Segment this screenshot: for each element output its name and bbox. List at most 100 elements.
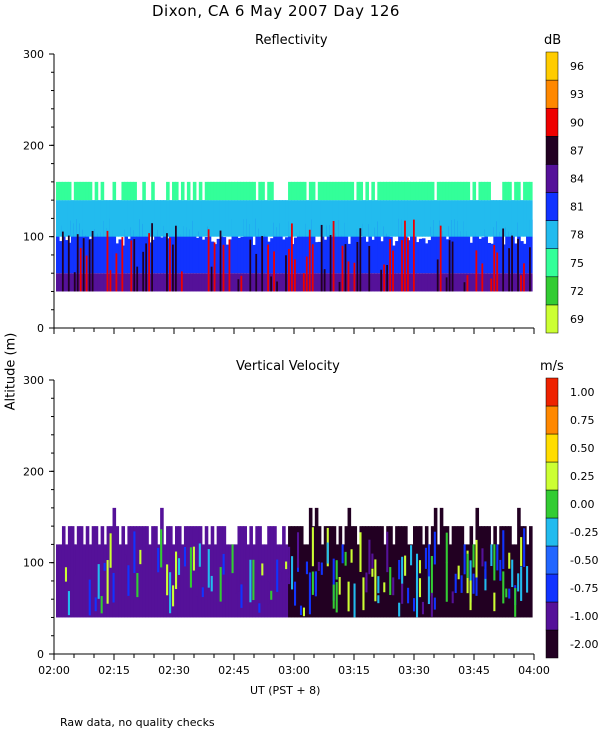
reflectivity-cell xyxy=(296,232,301,274)
y-tick-label: 300 xyxy=(23,374,44,387)
velocity-cell xyxy=(225,544,230,618)
reflectivity-cell xyxy=(166,233,168,292)
velocity-cell xyxy=(148,544,152,618)
reflectivity-cell xyxy=(124,273,128,292)
reflectivity-cell xyxy=(356,200,361,237)
reflectivity-cell xyxy=(439,273,444,292)
reflectivity-cell xyxy=(294,273,298,292)
reflectivity-cell xyxy=(427,200,432,237)
reflectivity-cell xyxy=(350,273,355,292)
velocity-cell xyxy=(499,559,502,581)
reflectivity-cell xyxy=(172,233,176,274)
reflectivity-cell xyxy=(160,237,164,274)
reflectivity-cell xyxy=(410,181,414,201)
velocity-cell xyxy=(231,544,236,618)
velocity-cell xyxy=(73,544,78,618)
velocity-cell xyxy=(308,572,311,615)
velocity-cell xyxy=(523,528,526,568)
reflectivity-cell xyxy=(264,234,268,274)
reflectivity-cell xyxy=(204,236,209,274)
reflectivity-cell xyxy=(371,200,375,237)
reflectivity-cell xyxy=(383,181,387,201)
reflectivity-cell xyxy=(344,181,349,201)
velocity-cell xyxy=(175,551,178,590)
reflectivity-cell xyxy=(415,181,420,201)
reflectivity-cell xyxy=(475,250,478,292)
velocity-cell xyxy=(344,526,349,618)
velocity-cell xyxy=(362,577,365,611)
reflectivity-cell xyxy=(112,181,117,201)
reflectivity-cell xyxy=(415,273,420,292)
colorbar-label: -0.25 xyxy=(570,526,598,539)
reflectivity-cell xyxy=(395,273,399,292)
reflectivity-cell xyxy=(335,233,340,274)
reflectivity-cell xyxy=(67,235,70,292)
reflectivity-cell xyxy=(377,273,381,292)
reflectivity-cell xyxy=(335,181,340,201)
reflectivity-cell xyxy=(344,222,349,274)
reflectivity-cell xyxy=(255,200,259,237)
reflectivity-cell xyxy=(106,228,111,274)
velocity-cell xyxy=(511,559,514,588)
velocity-cell xyxy=(505,588,508,598)
reflectivity-cell xyxy=(460,200,465,237)
reflectivity-cell xyxy=(448,181,453,201)
reflectivity-cell xyxy=(407,181,411,201)
reflectivity-cell xyxy=(520,275,522,292)
reflectivity-cell xyxy=(121,273,126,292)
reflectivity-cell xyxy=(133,239,136,292)
reflectivity-cell xyxy=(389,181,393,201)
reflectivity-cell xyxy=(520,273,524,292)
reflectivity-cell xyxy=(64,240,69,274)
reflectivity-cell xyxy=(332,200,337,237)
reflectivity-cell xyxy=(288,200,292,237)
velocity-cell xyxy=(475,539,478,578)
reflectivity-cell xyxy=(386,200,390,237)
reflectivity-cell xyxy=(192,200,197,237)
reflectivity-cell xyxy=(389,273,393,292)
reflectivity-cell xyxy=(79,248,82,292)
reflectivity-cell xyxy=(347,243,352,274)
velocity-cell xyxy=(76,526,81,618)
velocity-cell xyxy=(270,590,273,600)
reflectivity-cell xyxy=(288,181,292,201)
reflectivity-cell xyxy=(213,242,216,292)
reflectivity-cell xyxy=(142,223,146,274)
reflectivity-cell xyxy=(407,200,411,237)
reflectivity-cell xyxy=(127,273,131,292)
reflectivity-cell xyxy=(475,232,480,274)
reflectivity-cell xyxy=(282,200,286,237)
reflectivity-cell xyxy=(279,223,283,274)
velocity-cell xyxy=(285,544,289,618)
footnote: Raw data, no quality checks xyxy=(60,716,215,729)
reflectivity-cell xyxy=(413,273,417,292)
reflectivity-cell xyxy=(395,181,399,201)
reflectivity-cell xyxy=(142,251,145,292)
reflectivity-cell xyxy=(118,239,123,274)
reflectivity-cell xyxy=(183,273,188,292)
reflectivity-cell xyxy=(299,200,304,237)
reflectivity-cell xyxy=(395,241,399,274)
y-tick-label: 0 xyxy=(37,322,44,335)
reflectivity-cell xyxy=(76,181,81,201)
reflectivity-cell xyxy=(442,181,447,201)
reflectivity-cell xyxy=(496,200,500,237)
reflectivity-cell xyxy=(323,200,328,237)
reflectivity-cell xyxy=(398,218,402,274)
reflectivity-cell xyxy=(237,279,240,292)
reflectivity-cell xyxy=(347,200,352,237)
colorbar-label: 72 xyxy=(570,285,584,298)
reflectivity-cell xyxy=(529,247,531,292)
reflectivity-cell xyxy=(172,244,174,292)
reflectivity-cell xyxy=(267,241,271,274)
reflectivity-cell xyxy=(82,200,87,237)
velocity-cell xyxy=(329,526,334,618)
reflectivity-cell xyxy=(58,200,63,237)
reflectivity-cell xyxy=(314,273,319,292)
colorbar-segment xyxy=(545,601,559,631)
velocity-cell xyxy=(439,507,444,618)
reflectivity-cell xyxy=(430,226,435,274)
reflectivity-title: Reflectivity xyxy=(255,33,328,48)
reflectivity-cell xyxy=(58,181,63,201)
reflectivity-cell xyxy=(219,181,224,201)
